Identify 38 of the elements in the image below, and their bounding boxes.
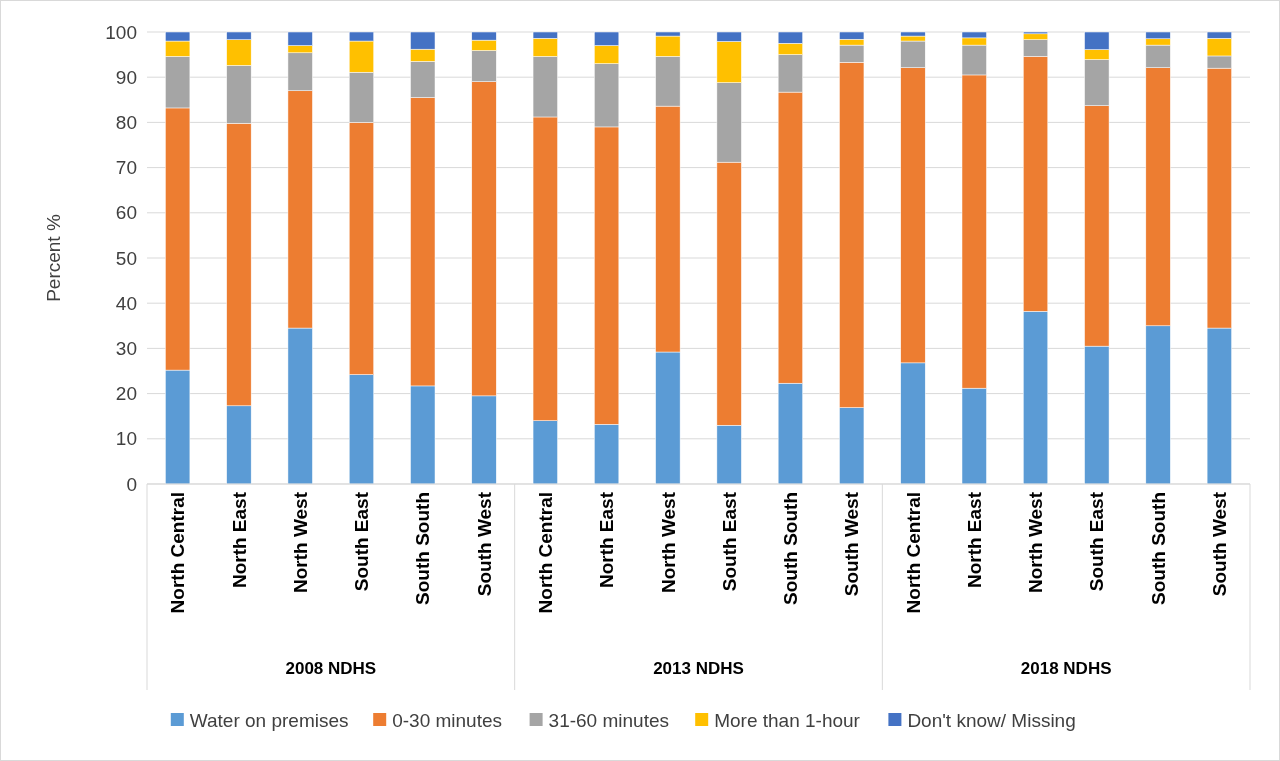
y-tick-label: 50: [115, 247, 137, 269]
y-tick-label: 90: [115, 66, 137, 88]
y-tick-label: 80: [115, 112, 137, 134]
y-tick-label: 30: [115, 338, 137, 360]
text: 2013 NDHS: [653, 659, 744, 678]
x-tick-label: North West: [1025, 491, 1047, 593]
text: 2018 NDHS: [1020, 659, 1112, 678]
x-tick-label: North West: [657, 491, 679, 593]
x-tick-label: South West: [473, 491, 495, 597]
x-tick-label: South South: [412, 492, 434, 605]
legend-label: 0-30 minutes: [392, 709, 503, 731]
y-tick-label: 20: [115, 383, 137, 405]
x-tick-label: South West: [1209, 491, 1231, 597]
x-tick-label: North West: [289, 491, 311, 593]
x-tick-label: South East: [351, 491, 373, 592]
x-tick-label: South East: [718, 491, 740, 592]
y-tick-label: 40: [115, 292, 137, 314]
y-tick-label: 60: [115, 202, 137, 224]
y-tick-label: 0: [126, 473, 137, 495]
x-tick-label: South East: [1086, 491, 1108, 592]
x-tick-label: South West: [841, 491, 863, 597]
y-tick-label: 70: [115, 157, 137, 179]
legend-label: More than 1-hour: [714, 709, 861, 731]
y-tick-label: 100: [105, 21, 137, 43]
x-tick-label: North East: [596, 491, 618, 589]
text: 2008 NDHS: [285, 659, 377, 678]
x-tick-label: North East: [963, 491, 985, 589]
x-tick-label: South South: [1147, 492, 1169, 605]
x-tick-label: North Central: [902, 492, 924, 614]
legend-label: Don't know/ Missing: [907, 709, 1076, 731]
y-axis-title: Percent %: [43, 214, 64, 302]
x-tick-label: South South: [780, 492, 802, 605]
legend-label: 31-60 minutes: [548, 709, 670, 731]
x-tick-label: North Central: [167, 492, 189, 614]
x-tick-label: North Central: [534, 492, 556, 614]
x-tick-label: North East: [228, 491, 250, 589]
legend-label: Water on premises: [189, 709, 349, 731]
y-tick-label: 10: [115, 428, 137, 450]
